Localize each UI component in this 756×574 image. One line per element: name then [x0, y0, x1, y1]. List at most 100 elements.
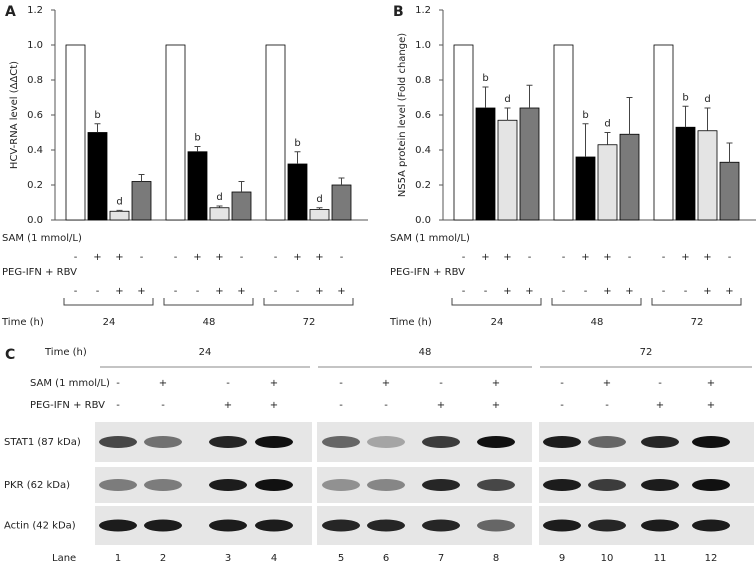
blot-band: [543, 479, 581, 491]
peg-sign: -: [484, 286, 488, 297]
group-bracket: [651, 298, 742, 306]
panel-label: B: [393, 4, 404, 20]
y-axis-label: HCV-RNA level (ΔΔCt): [9, 61, 20, 169]
blot-band: [477, 479, 515, 491]
peg-sign: -: [560, 400, 564, 411]
significance-label: b: [194, 133, 200, 144]
blot-row-label: Actin (42 kDa): [4, 521, 76, 532]
bar: [497, 119, 518, 221]
bar: [131, 181, 152, 221]
error-bar: [294, 151, 301, 164]
y-tick-label: 1.2: [27, 5, 43, 16]
blot-band: [367, 519, 405, 532]
error-bar: [582, 123, 589, 157]
sam-sign: +: [270, 378, 278, 389]
bar: [675, 126, 696, 221]
peg-sign: +: [437, 400, 445, 411]
y-tick-label: 0.4: [415, 145, 431, 156]
peg-sign: +: [703, 286, 711, 297]
peg-sign: +: [603, 286, 611, 297]
peg-sign: +: [525, 286, 533, 297]
blot-row-label: STAT1 (87 kDa): [4, 437, 81, 448]
sam-sign: -: [174, 252, 178, 263]
error-bar: [726, 142, 733, 163]
bar: [287, 163, 308, 221]
sam-sign: +: [193, 252, 201, 263]
peg-sign: -: [339, 400, 343, 411]
row-label: Time (h): [389, 317, 432, 328]
blot-band: [477, 519, 515, 532]
y-tick-label: 1.0: [27, 40, 43, 51]
bar: [619, 133, 640, 221]
blot-band: [641, 479, 679, 491]
sam-sign: +: [293, 252, 301, 263]
y-tick-label: 1.0: [415, 40, 431, 51]
sam-sign: +: [603, 378, 611, 389]
peg-sign: +: [315, 286, 323, 297]
sam-sign: -: [339, 378, 343, 389]
sam-sign: -: [140, 252, 144, 263]
error-bar: [338, 177, 345, 185]
row-label: SAM (1 mmol/L): [30, 378, 110, 389]
error-bar: [626, 97, 633, 135]
sam-sign: -: [74, 252, 78, 263]
blot-band: [692, 519, 730, 532]
blot-band: [543, 436, 581, 448]
lane-number: 5: [338, 553, 344, 564]
lane-number: 6: [383, 553, 389, 564]
row-label: Time (h): [44, 347, 87, 358]
blot-band: [255, 436, 293, 448]
sam-sign: -: [116, 378, 120, 389]
sam-sign: -: [340, 252, 344, 263]
sam-sign: -: [274, 252, 278, 263]
peg-sign: -: [462, 286, 466, 297]
x-tick-label: 72: [691, 317, 704, 328]
peg-sign: -: [684, 286, 688, 297]
lane-number: 7: [438, 553, 444, 564]
peg-sign: -: [161, 400, 165, 411]
significance-label: b: [582, 110, 588, 121]
peg-sign: +: [503, 286, 511, 297]
bar: [309, 209, 330, 221]
peg-sign: +: [337, 286, 345, 297]
sam-sign: +: [481, 252, 489, 263]
lane-number: 1: [115, 553, 121, 564]
bar: [475, 107, 496, 221]
lane-number: 2: [160, 553, 166, 564]
lane-number: 12: [705, 553, 718, 564]
blot-band: [422, 479, 460, 491]
sam-sign: -: [728, 252, 732, 263]
y-tick-label: 0.4: [27, 145, 43, 156]
blot-band: [209, 479, 247, 491]
bar: [187, 151, 208, 221]
bar: [719, 161, 740, 221]
bar: [231, 191, 252, 221]
bar: [209, 207, 230, 221]
blot-band: [99, 479, 137, 491]
blot-band: [322, 436, 360, 448]
bar: [165, 44, 186, 221]
sam-sign: -: [240, 252, 244, 263]
time-label: 72: [640, 347, 653, 358]
group-bracket: [163, 298, 254, 306]
sam-sign: -: [462, 252, 466, 263]
lane-number: 10: [601, 553, 614, 564]
row-label: SAM (1 mmol/L): [390, 233, 470, 244]
bar: [65, 44, 86, 221]
sam-sign: +: [315, 252, 323, 263]
sam-sign: +: [603, 252, 611, 263]
bar: [87, 132, 108, 221]
blot-band: [641, 436, 679, 448]
x-tick-label: 48: [203, 317, 216, 328]
peg-sign: -: [605, 400, 609, 411]
error-bar: [138, 174, 145, 182]
significance-label: b: [94, 110, 100, 121]
blot-band: [422, 519, 460, 532]
sam-sign: +: [159, 378, 167, 389]
bar: [597, 144, 618, 221]
row-label: PEG-IFN + RBV: [390, 267, 465, 278]
peg-sign: +: [137, 286, 145, 297]
peg-sign: +: [224, 400, 232, 411]
lane-number: 8: [493, 553, 499, 564]
peg-sign: +: [215, 286, 223, 297]
